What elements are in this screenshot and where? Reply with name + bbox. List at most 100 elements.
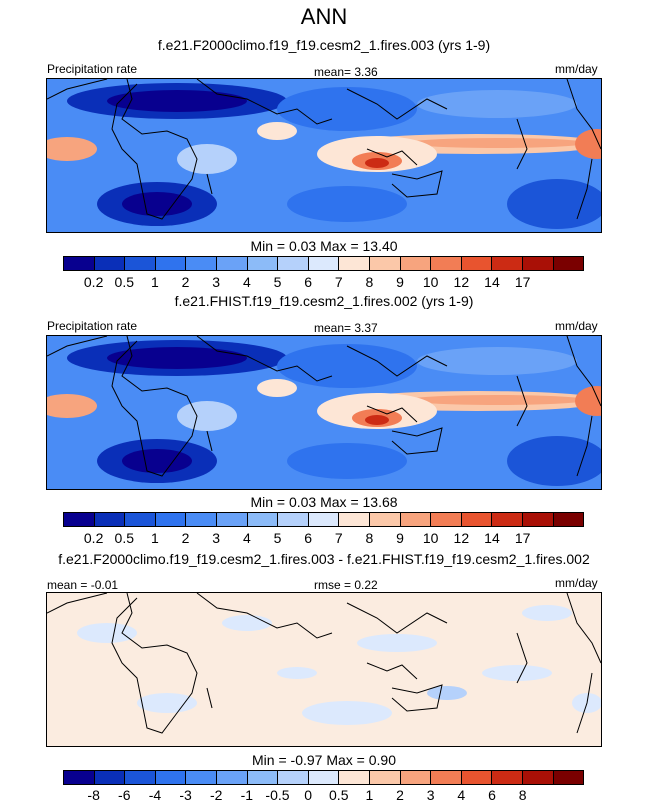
colorbar-swatch (369, 257, 401, 270)
colorbar-tick-label: -0.5 (265, 787, 290, 803)
colorbar-tick-label: -3 (179, 787, 192, 803)
colorbar-tick-label: 10 (422, 530, 439, 546)
panel2-colorbar (63, 512, 584, 527)
panel2-minmax: Min = 0.03 Max = 13.68 (250, 494, 398, 510)
colorbar-swatch (64, 257, 95, 270)
panel2-mean-label: mean= 3.37 (314, 321, 378, 335)
colorbar-tick-label: 12 (453, 274, 470, 290)
colorbar-swatch (64, 513, 95, 526)
colorbar-tick-label: 5 (273, 530, 282, 546)
colorbar-swatch (492, 513, 523, 526)
panel2-colorbar-ticks: 0.2 0.5 1 2 3 4 5 6 7 8 9 10 12 14 17 (63, 530, 584, 546)
colorbar-tick-label: 17 (514, 530, 531, 546)
panel3-subtitle: f.e21.F2000climo.f19_f19.cesm2_1.fires.0… (58, 551, 590, 567)
colorbar-swatch (125, 513, 156, 526)
colorbar-tick-label: -8 (87, 787, 100, 803)
colorbar-tick-label: 0.5 (329, 787, 349, 803)
colorbar-swatch (247, 513, 279, 526)
panel1-subtitle: f.e21.F2000climo.f19_f19.cesm2_1.fires.0… (157, 37, 491, 53)
colorbar-tick-label: -6 (118, 787, 131, 803)
colorbar-swatch (216, 513, 248, 526)
panel2-precip-field (47, 336, 601, 489)
colorbar-tick-spacer (63, 530, 78, 546)
colorbar-swatch (461, 513, 493, 526)
panel1-minmax: Min = 0.03 Max = 13.40 (250, 238, 398, 254)
colorbar-swatch (492, 771, 523, 784)
panel3-difference-field (47, 593, 601, 746)
colorbar-swatch (369, 513, 401, 526)
colorbar-tick-label: 14 (484, 530, 500, 546)
colorbar-tick-label: 5 (273, 274, 282, 290)
panel2-subtitle: f.e21.FHIST.f19_f19.cesm2_1.fires.002 (y… (174, 293, 474, 309)
colorbar-swatch (64, 771, 95, 784)
panel1-colorbar (63, 256, 584, 271)
colorbar-swatch (216, 257, 248, 270)
panel2-map (46, 335, 602, 490)
colorbar-swatch (94, 257, 126, 270)
colorbar-tick-label: 2 (181, 530, 190, 546)
colorbar-tick-label: 6 (304, 274, 313, 290)
panel1-units-label: mm/day (555, 62, 598, 76)
colorbar-tick-label: 10 (422, 274, 439, 290)
colorbar-swatch (216, 771, 248, 784)
colorbar-tick-label: 2 (396, 787, 404, 803)
colorbar-tick-label: 4 (242, 274, 251, 290)
colorbar-swatch (400, 257, 432, 270)
colorbar-swatch (461, 771, 493, 784)
colorbar-tick-label: 0.2 (83, 530, 104, 546)
colorbar-tick-label: 17 (514, 274, 531, 290)
colorbar-swatch (308, 771, 340, 784)
colorbar-swatch (553, 513, 584, 526)
colorbar-tick-label: 3 (212, 274, 221, 290)
colorbar-tick-label: 6 (488, 787, 496, 803)
colorbar-tick-label: 4 (457, 787, 466, 803)
colorbar-tick-label: 8 (518, 787, 527, 803)
panel3-colorbar (63, 770, 584, 785)
colorbar-swatch (339, 771, 370, 784)
panel1-mean-label: mean= 3.36 (314, 65, 378, 79)
colorbar-tick-label: 2 (181, 274, 190, 290)
colorbar-tick-label: 0.5 (114, 530, 134, 546)
colorbar-tick-label: 8 (365, 274, 374, 290)
colorbar-swatch (278, 257, 309, 270)
colorbar-swatch (155, 513, 187, 526)
colorbar-swatch (431, 513, 462, 526)
colorbar-swatch (186, 513, 217, 526)
figure-title: ANN (300, 4, 348, 29)
colorbar-tick-label: 14 (484, 274, 500, 290)
colorbar-swatch (400, 771, 432, 784)
panel3-rmse-label: rmse = 0.22 (314, 578, 378, 592)
colorbar-tick-label: 9 (396, 274, 404, 290)
panel3-map (46, 592, 602, 747)
colorbar-swatch (247, 771, 279, 784)
colorbar-tick-label: -1 (240, 787, 254, 803)
colorbar-swatch (492, 257, 523, 270)
colorbar-swatch (522, 513, 554, 526)
colorbar-swatch (339, 513, 370, 526)
colorbar-swatch (94, 771, 126, 784)
panel3-minmax: Min = -0.97 Max = 0.90 (252, 752, 396, 768)
colorbar-tick-label: 6 (304, 530, 313, 546)
colorbar-tick-label: -4 (148, 787, 162, 803)
panel1-left-label: Precipitation rate (47, 62, 138, 76)
colorbar-tick-spacer (63, 274, 78, 290)
colorbar-tick-label: 8 (365, 530, 374, 546)
panel2-left-label: Precipitation rate (47, 319, 138, 333)
colorbar-tick-label: 9 (396, 530, 404, 546)
panel2-units-label: mm/day (555, 319, 598, 333)
colorbar-tick-label: 4 (242, 530, 251, 546)
colorbar-swatch (125, 771, 156, 784)
colorbar-swatch (308, 513, 340, 526)
colorbar-swatch (155, 257, 187, 270)
panel1-colorbar-ticks: 0.2 0.5 1 2 3 4 5 6 7 8 9 10 12 14 17 (63, 274, 584, 290)
colorbar-swatch (431, 771, 462, 784)
panel1-precip-field (47, 79, 601, 232)
panel3-colorbar-ticks: -8 -6 -4 -3 -2 -1 -0.5 0 0.5 1 2 3 4 6 8 (63, 787, 584, 803)
colorbar-swatch (155, 771, 187, 784)
colorbar-tick-spacer (63, 787, 78, 803)
colorbar-tick-label: 1 (365, 787, 374, 803)
colorbar-swatch (431, 257, 462, 270)
colorbar-swatch (553, 257, 584, 270)
colorbar-swatch (522, 257, 554, 270)
colorbar-swatch (186, 257, 217, 270)
